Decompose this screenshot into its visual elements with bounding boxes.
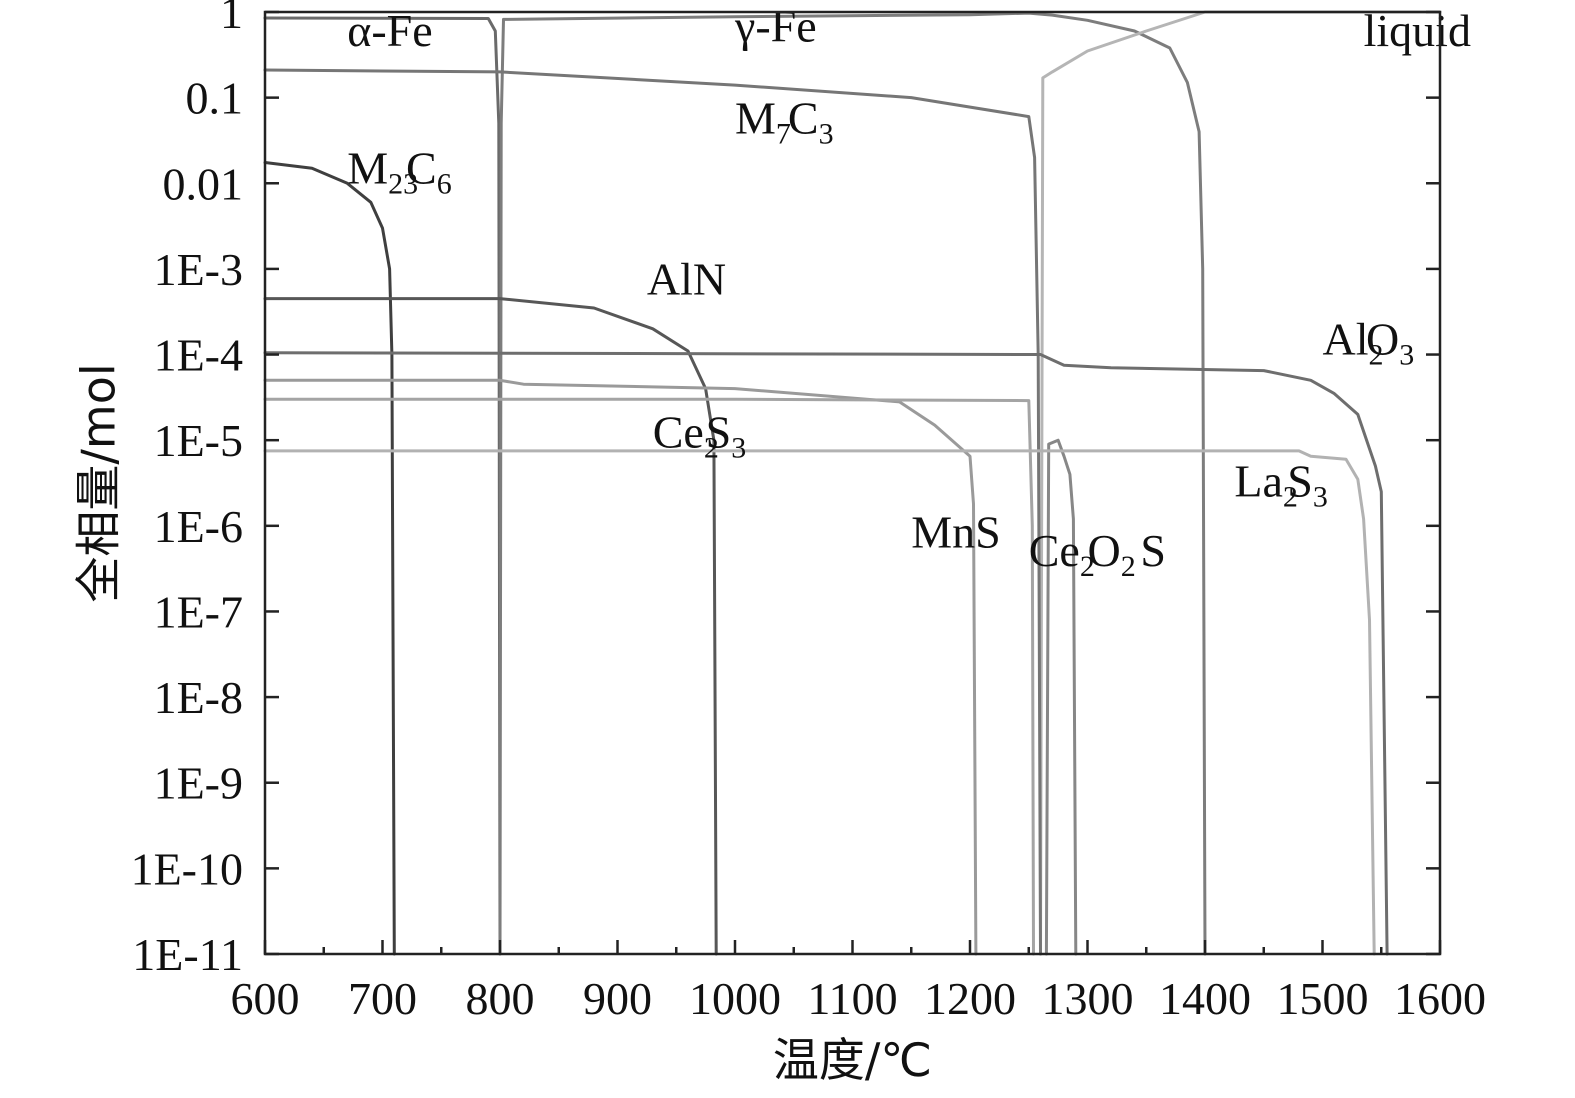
series-label-liquid: liquid [1364,5,1471,56]
y-tick-label: 1 [220,0,243,38]
series-label-m23c6: C6 [406,142,452,200]
y-tick-label: 1E-4 [154,330,243,381]
series-label-m7c3: C3 [788,93,834,151]
y-tick-label: 1E-7 [154,586,243,637]
y-axis-title: 全相量/mol [72,363,126,602]
series-line-la2s3 [263,449,1376,956]
series-label-ce2o2s: Ce2 [1029,525,1095,583]
y-tick-label: 1E-9 [154,758,243,809]
x-tick-label: 1500 [1277,973,1369,1024]
x-tick-label: 1600 [1394,973,1486,1024]
series-lines [263,10,1442,956]
series-label-ce2s3: S3 [706,407,747,465]
series-label-alpha-fe: α-Fe [347,5,432,56]
x-tick-label: 1400 [1159,973,1251,1024]
series-line-al2o3 [263,351,1389,956]
series-label-al2o3: Al2 [1323,314,1384,372]
x-axis: 600 700 800 900 1000 1100 1200 1300 1400 1500 1600 [231,940,1486,1024]
y-tick-label: 1E-6 [154,501,243,552]
series-label-ce2s3: Ce2 [653,407,719,465]
series-label-al2o3: O3 [1366,314,1414,372]
x-tick-label: 900 [583,973,652,1024]
series-line-m7c3 [263,68,1042,956]
y-tick-label: 0.1 [186,73,244,124]
series-label-aln: AlN [647,254,726,305]
series-line-ce2s3 [263,378,978,956]
series-label-m23c6: M23 [347,142,418,200]
y-tick-label: 1E-5 [154,415,243,466]
y-tick-label: 1E-3 [154,244,243,295]
x-tick-label: 1200 [924,973,1016,1024]
series-label-la2s3: La2 [1234,455,1298,513]
y-axis: 1 0.1 0.01 1E-3 1E-4 1E-5 1E-6 1E-7 1E-8 1E-9 1E-1… [131,0,1440,980]
series-label-ce2o2s: S [1140,525,1166,576]
series-line-aln [263,297,718,956]
y-tick-label: 1E-11 [132,929,243,980]
y-tick-label: 0.01 [163,158,244,209]
series-label-m7c3: M7 [735,93,791,151]
x-tick-label: 1300 [1042,973,1134,1024]
x-axis-title: 温度/℃ [773,1033,932,1087]
x-tick-label: 700 [348,973,417,1024]
x-tick-label: 600 [231,973,300,1024]
x-tick-label: 800 [466,973,535,1024]
series-line-m23c6 [263,161,396,956]
series-line-ce2o2s [1044,438,1078,956]
series-label-ce2o2s: O2 [1088,525,1136,583]
x-tick-label: 1100 [807,973,897,1024]
series-line-mns [263,397,1035,956]
series-label-mns: MnS [911,506,1000,557]
series-line-gamma-fe [498,11,1207,956]
series-label-gamma-fe: γ-Fe [734,1,817,52]
x-tick-label: 1000 [689,973,781,1024]
series-label-la2s3: S3 [1287,455,1328,513]
y-tick-label: 1E-8 [154,672,243,723]
y-tick-label: 1E-10 [131,843,243,894]
